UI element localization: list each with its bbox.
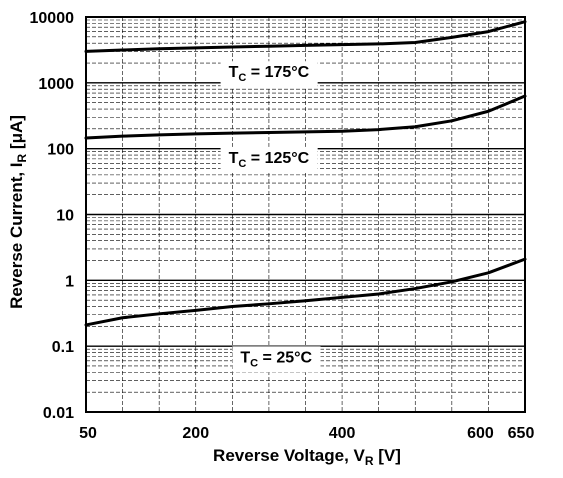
y-tick-label: 10 bbox=[56, 208, 74, 225]
annotation-value: = 125°C bbox=[246, 150, 309, 167]
x-tick-label: 600 bbox=[467, 425, 494, 442]
annotation-value: = 175°C bbox=[246, 64, 309, 81]
y-tick-label: 1000 bbox=[38, 76, 74, 93]
annotation-prefix: T bbox=[229, 64, 239, 81]
annotation-sub: C bbox=[238, 72, 246, 84]
series-line-25 bbox=[84, 257, 527, 327]
y-tick-label: 0.1 bbox=[52, 339, 74, 356]
x-tick-label: 200 bbox=[182, 425, 209, 442]
annotation-sub: C bbox=[238, 158, 246, 170]
y-tick-label: 1 bbox=[65, 273, 74, 290]
annotation-sub: C bbox=[250, 357, 258, 369]
x-axis-title-sub: R bbox=[365, 454, 374, 468]
y-axis-title: Reverse Current, IR [μA] bbox=[7, 115, 29, 309]
annotation-bg bbox=[220, 61, 318, 88]
y-tick-label: 100 bbox=[47, 142, 74, 159]
x-axis-title: Reverse Voltage, VR [V] bbox=[213, 446, 401, 468]
plot-frame bbox=[85, 16, 526, 413]
y-axis-title-sub: R bbox=[15, 153, 29, 162]
x-tick-label: 650 bbox=[508, 425, 535, 442]
y-axis-title-unit: [μA] bbox=[7, 115, 26, 154]
annotation-value: = 25°C bbox=[258, 349, 312, 366]
x-axis-title-unit: [V] bbox=[374, 446, 401, 465]
y-tick-label: 0.01 bbox=[43, 405, 74, 422]
annotation-prefix: T bbox=[229, 150, 239, 167]
annotations: TC = 175°CTC = 125°CTC = 25°C bbox=[220, 61, 321, 373]
series-lines bbox=[84, 20, 527, 327]
y-tick-label: 10000 bbox=[30, 10, 75, 27]
x-tick-label: 50 bbox=[79, 425, 97, 442]
annotation-bg bbox=[220, 146, 318, 173]
annotation-text: TC = 175°C bbox=[229, 64, 310, 84]
annotation-label: TC = 175°C bbox=[220, 61, 318, 88]
x-axis-title-main: Reverse Voltage, V bbox=[213, 446, 365, 465]
x-tick-labels: 50 200 400 600 650 bbox=[79, 425, 534, 442]
y-tick-labels: 0.01 0.1 1 10 100 1000 10000 bbox=[30, 10, 75, 422]
series-line-175 bbox=[84, 20, 527, 53]
annotation-text: TC = 25°C bbox=[240, 349, 312, 369]
annotation-label: TC = 125°C bbox=[220, 146, 318, 173]
y-axis-title-main: Reverse Current, I bbox=[7, 162, 26, 308]
x-tick-label: 400 bbox=[329, 425, 356, 442]
annotation-bg bbox=[232, 346, 321, 373]
annotation-text: TC = 125°C bbox=[229, 150, 310, 170]
annotation-label: TC = 25°C bbox=[232, 346, 321, 373]
series-line-125 bbox=[84, 94, 527, 140]
annotation-prefix: T bbox=[240, 349, 250, 366]
